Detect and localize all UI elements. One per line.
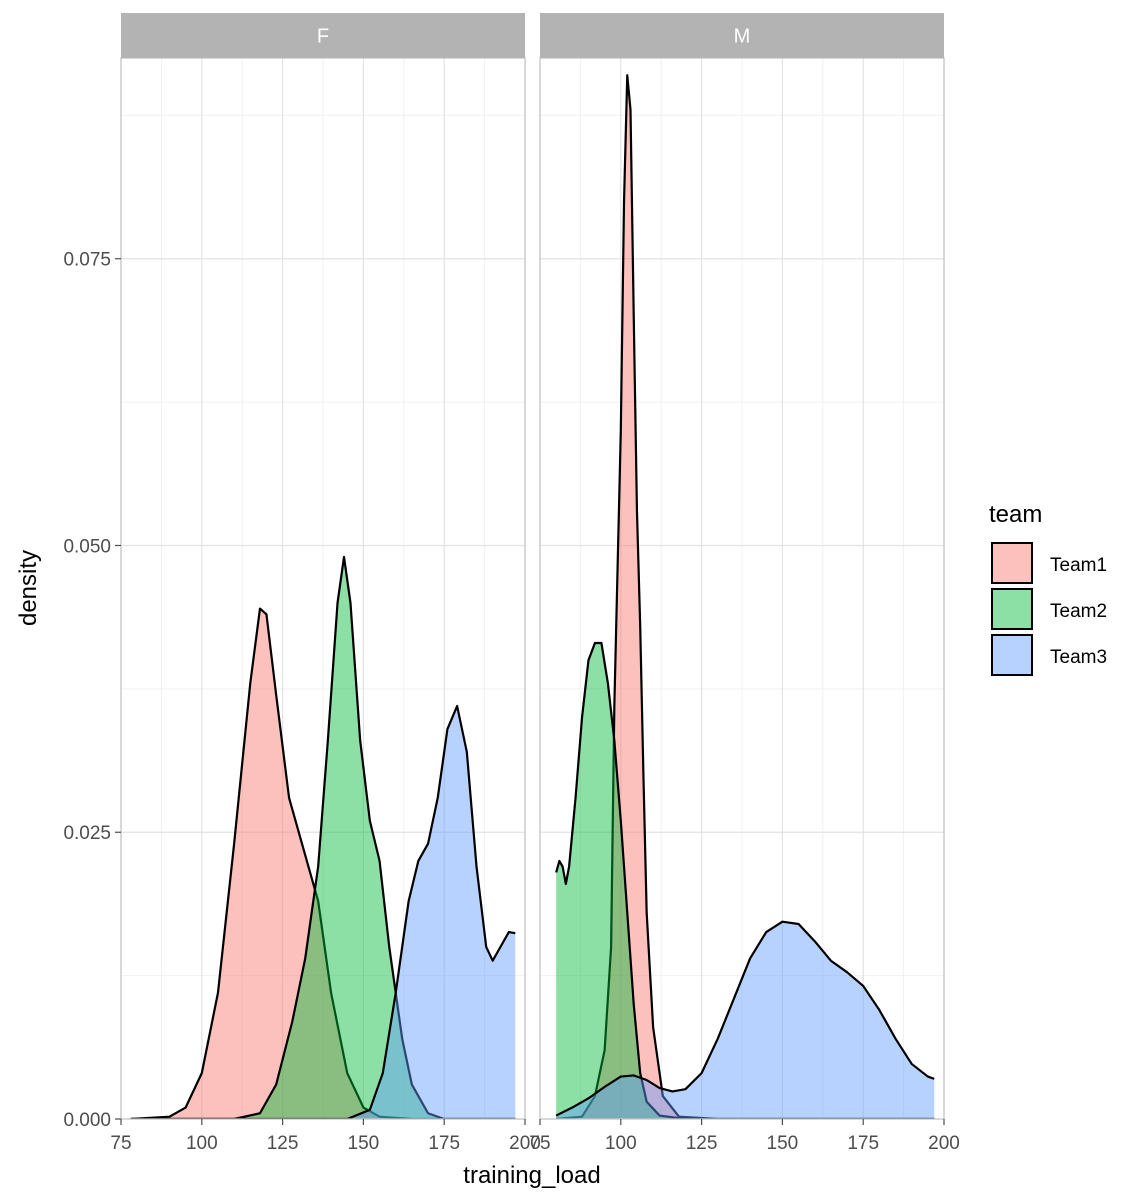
strip-label-M: M [734, 26, 751, 48]
density-line-M-team3 [555, 920, 935, 1117]
density-areas [130, 555, 516, 1119]
y-axis-ticks: 0.000 0.025 0.050 0.075 [63, 250, 121, 1131]
x-tick-label: 125 [686, 1133, 718, 1154]
x-tick-label: 100 [605, 1133, 637, 1154]
legend-key-team1 [991, 542, 1033, 584]
density-area-F-team1 [130, 608, 516, 1119]
panel-M: M [539, 13, 945, 1120]
density-line-F-team1 [130, 607, 516, 1119]
x-axis-title: training_load [463, 1162, 600, 1189]
legend-key-team2 [991, 588, 1033, 630]
density-area-M-team3 [556, 921, 935, 1119]
x-tick-label: 175 [847, 1133, 879, 1154]
strip-label-F: F [317, 26, 329, 48]
x-tick-label: 200 [509, 1133, 541, 1154]
legend-key-bg [991, 634, 1033, 676]
y-tick-label: 0.050 [63, 536, 111, 557]
legend-key-bg [991, 542, 1033, 584]
density-area-M-team2 [556, 642, 935, 1119]
density-line-M-team1 [556, 74, 935, 1119]
density-areas [555, 74, 935, 1119]
legend-label-team1: Team1 [1050, 555, 1107, 576]
x-tick-label: 100 [186, 1133, 218, 1154]
x-tick-label: 200 [928, 1133, 960, 1154]
y-tick-label: 0.025 [63, 823, 111, 844]
y-tick-label: 0.000 [63, 1110, 111, 1131]
density-line-F-team3 [130, 704, 516, 1119]
x-tick-label: 175 [428, 1133, 460, 1154]
x-tick-label: 150 [767, 1133, 799, 1154]
strip-F [121, 13, 525, 58]
legend-key-bg [991, 588, 1033, 630]
legend-title: team [989, 501, 1042, 528]
density-area-F-team2 [130, 556, 516, 1119]
density-line-M-team2 [555, 641, 935, 1119]
density-area-M-team1 [556, 75, 935, 1119]
y-axis-title: density [15, 550, 42, 626]
density-area-F-team3 [130, 706, 516, 1119]
x-tick-label: 75 [529, 1133, 550, 1154]
legend: team Team1 Team2 Team3 [989, 501, 1107, 676]
legend-key-team3 [991, 634, 1033, 676]
x-tick-label: 125 [267, 1133, 299, 1154]
strip-M [540, 13, 944, 58]
density-line-F-team2 [130, 555, 516, 1119]
panel-F: F [120, 13, 526, 1120]
x-tick-label: 75 [110, 1133, 131, 1154]
legend-label-team3: Team3 [1050, 647, 1107, 668]
legend-label-team2: Team2 [1050, 601, 1107, 622]
x-tick-label: 150 [348, 1133, 380, 1154]
y-tick-label: 0.075 [63, 250, 111, 271]
